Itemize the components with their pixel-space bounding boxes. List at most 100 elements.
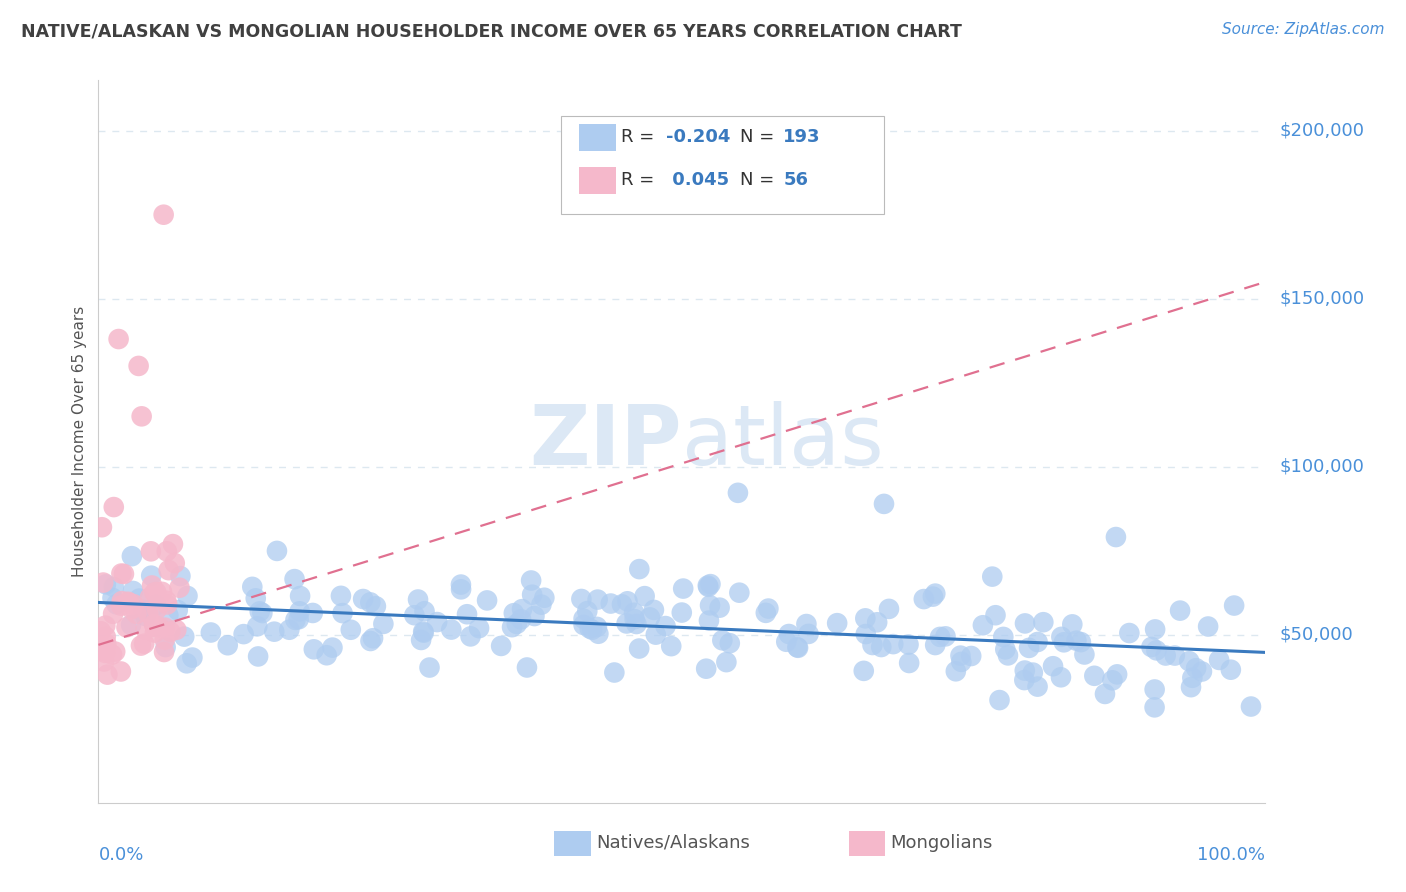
Point	[981, 569, 1004, 583]
Point	[288, 589, 311, 603]
Point	[468, 621, 491, 635]
Point	[134, 608, 156, 623]
Point	[949, 648, 972, 663]
Point	[110, 665, 132, 679]
Point	[699, 599, 721, 613]
Point	[252, 606, 274, 620]
Point	[897, 638, 920, 652]
Point	[576, 604, 599, 618]
Point	[1154, 648, 1177, 663]
Point	[163, 556, 186, 570]
Point	[456, 607, 478, 622]
Point	[797, 627, 820, 641]
Point	[263, 624, 285, 639]
Point	[176, 589, 198, 603]
Point	[775, 634, 797, 648]
Point	[1070, 635, 1092, 649]
Point	[450, 577, 472, 591]
Point	[755, 606, 778, 620]
Point	[159, 624, 181, 639]
Point	[181, 650, 204, 665]
Text: N =: N =	[740, 170, 779, 188]
Point	[103, 580, 125, 594]
Point	[115, 620, 138, 634]
Point	[516, 660, 538, 674]
Point	[162, 537, 184, 551]
Point	[898, 656, 921, 670]
Point	[136, 607, 159, 621]
Text: NATIVE/ALASKAN VS MONGOLIAN HOUSEHOLDER INCOME OVER 65 YEARS CORRELATION CHART: NATIVE/ALASKAN VS MONGOLIAN HOUSEHOLDER …	[21, 22, 962, 40]
Point	[156, 598, 179, 612]
Text: 100.0%: 100.0%	[1198, 847, 1265, 864]
Point	[246, 619, 269, 633]
Point	[315, 648, 337, 663]
Point	[145, 598, 167, 612]
Point	[502, 606, 524, 620]
Point	[1181, 671, 1204, 685]
Point	[266, 544, 288, 558]
Point	[247, 649, 270, 664]
Point	[581, 623, 603, 637]
Point	[90, 643, 112, 657]
Point	[90, 624, 112, 639]
Point	[94, 630, 117, 644]
Point	[412, 625, 434, 640]
Point	[924, 638, 946, 652]
Point	[950, 655, 973, 669]
Point	[873, 497, 896, 511]
Point	[105, 598, 128, 612]
Point	[157, 563, 180, 577]
Point	[150, 585, 173, 599]
Text: 56: 56	[783, 170, 808, 188]
Point	[111, 594, 134, 608]
Point	[475, 593, 498, 607]
Text: $100,000: $100,000	[1279, 458, 1364, 475]
Y-axis label: Householder Income Over 65 years: Householder Income Over 65 years	[72, 306, 87, 577]
Point	[101, 648, 124, 662]
Point	[994, 642, 1017, 657]
Point	[882, 637, 904, 651]
Point	[610, 598, 633, 612]
Point	[101, 607, 124, 621]
Point	[699, 577, 721, 591]
Point	[984, 608, 1007, 623]
Point	[104, 645, 127, 659]
Point	[628, 641, 651, 656]
Point	[1107, 667, 1129, 681]
Point	[993, 630, 1015, 644]
Point	[1240, 699, 1263, 714]
Point	[520, 574, 543, 588]
Point	[302, 642, 325, 657]
Text: atlas: atlas	[682, 401, 883, 482]
Point	[628, 562, 651, 576]
Point	[128, 359, 150, 373]
Point	[249, 604, 271, 618]
Point	[523, 609, 546, 624]
Point	[588, 626, 610, 640]
Point	[245, 591, 267, 606]
Point	[406, 592, 429, 607]
Point	[361, 631, 384, 645]
Point	[671, 606, 693, 620]
Point	[1014, 616, 1036, 631]
Point	[695, 662, 717, 676]
Point	[288, 604, 311, 618]
Point	[697, 580, 720, 594]
Point	[1026, 680, 1049, 694]
Point	[506, 616, 529, 631]
Point	[103, 500, 125, 514]
Point	[1062, 617, 1084, 632]
Point	[166, 603, 188, 617]
Point	[352, 592, 374, 607]
Point	[94, 577, 117, 591]
Text: 0.0%: 0.0%	[98, 847, 143, 864]
Point	[862, 638, 884, 652]
Text: $150,000: $150,000	[1279, 290, 1365, 308]
Point	[855, 627, 877, 641]
Point	[654, 619, 676, 633]
Text: $50,000: $50,000	[1279, 626, 1353, 644]
Point	[634, 589, 657, 603]
Point	[125, 607, 148, 621]
Point	[155, 640, 177, 654]
Point	[131, 409, 153, 424]
